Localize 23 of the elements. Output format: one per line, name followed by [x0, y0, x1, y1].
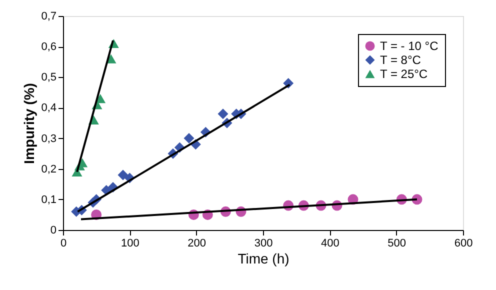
point	[218, 108, 228, 120]
y-tick-label: 0,4	[41, 102, 56, 114]
x-tick-label: 500	[388, 238, 406, 250]
y-tick-label: 0,3	[41, 132, 56, 145]
x-tick-label: 0	[60, 238, 67, 250]
x-tick-label: 100	[120, 238, 140, 250]
x-tick-label: 200	[188, 238, 206, 250]
point	[118, 170, 128, 180]
y-tick-label: 0,5	[41, 72, 56, 84]
y-tick-label: 0,2	[41, 163, 56, 176]
y-axis-title: Impurity (%)	[21, 83, 38, 164]
y-tick-label: 0	[50, 224, 56, 236]
x-tick-label: 400	[320, 238, 340, 250]
x-tick-label: 600	[454, 238, 473, 250]
y-tick-label: 0,1	[41, 194, 56, 206]
legend-label: T = - 10 °C	[380, 39, 439, 53]
x-tick-label: 300	[254, 238, 273, 250]
y-tick-label: 0,6	[41, 41, 56, 54]
y-tick-label: 0,7	[41, 10, 56, 22]
x-axis-title: Time (h)	[238, 250, 290, 266]
legend-label: T = 8°C	[380, 53, 422, 67]
legend-label: T = 25°C	[380, 67, 428, 81]
point	[184, 133, 194, 144]
